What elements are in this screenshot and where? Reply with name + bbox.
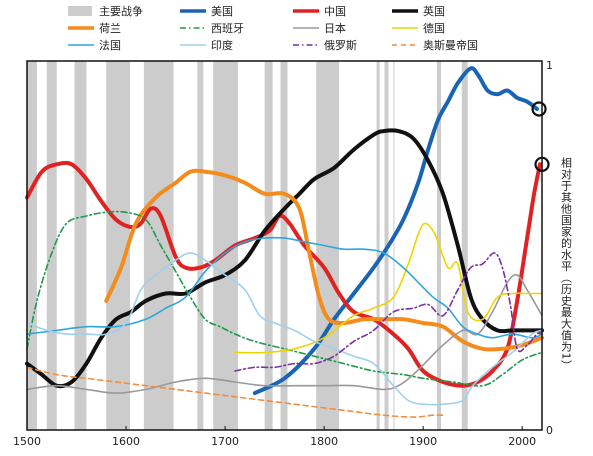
x-tick-label: 2000 <box>508 435 536 448</box>
legend-item: 德国 <box>392 21 445 35</box>
series-line-9 <box>234 252 543 372</box>
legend-item: 美国 <box>180 5 233 18</box>
war-band <box>46 61 57 430</box>
legend-label: 奥斯曼帝国 <box>423 38 478 52</box>
series-lines <box>25 66 544 418</box>
y-tick-label: 0 <box>546 424 553 437</box>
legend-label: 西班牙 <box>211 22 244 35</box>
plot-frame <box>26 60 543 431</box>
series-markers <box>531 101 550 172</box>
series-end-marker-0 <box>531 101 547 117</box>
legend-label: 主要战争 <box>99 4 143 18</box>
legend-item: 法国 <box>68 38 121 52</box>
war-band <box>143 61 174 430</box>
legend-label: 英国 <box>423 4 445 18</box>
legend-item: 中国 <box>293 5 346 18</box>
war-bands <box>27 61 468 430</box>
x-tick-label: 1600 <box>112 435 140 448</box>
legend-swatch-war <box>68 6 92 16</box>
legend-item: 西班牙 <box>180 22 244 35</box>
legend-label: 荷兰 <box>99 22 121 35</box>
series-line-3 <box>104 168 544 352</box>
series-line-10 <box>26 366 446 418</box>
war-band <box>264 61 273 430</box>
legend-item: 奥斯曼帝国 <box>392 38 478 52</box>
series-line-2 <box>25 128 544 389</box>
legend-item: 印度 <box>180 38 233 52</box>
legend-label: 俄罗斯 <box>324 39 357 52</box>
legend-label: 德国 <box>423 21 445 35</box>
x-tick-label: 1700 <box>211 435 239 448</box>
legend-label: 法国 <box>99 38 121 52</box>
war-band <box>376 61 380 430</box>
y-axis: 01 <box>546 59 553 437</box>
legend-item: 荷兰 <box>68 22 121 35</box>
war-band <box>106 61 130 430</box>
legend-label: 日本 <box>324 21 346 35</box>
series-line-6 <box>234 222 543 354</box>
legend-item: 英国 <box>392 4 445 18</box>
war-band <box>27 61 37 430</box>
legend-label: 印度 <box>211 38 233 52</box>
x-axis: 1500 1600 1700 1800 1900 2000 <box>13 426 536 448</box>
legend-item: 主要战争 <box>68 4 143 18</box>
x-tick-label: 1500 <box>13 435 41 448</box>
y-axis-label: 相对于其他国家的水平（历史最大值为1） <box>560 157 573 372</box>
war-band <box>197 61 204 430</box>
war-band <box>461 61 468 430</box>
legend-label: 美国 <box>211 5 233 18</box>
x-tick-label: 1800 <box>310 435 338 448</box>
y-tick-label: 1 <box>546 59 553 72</box>
legend-item: 俄罗斯 <box>293 39 357 52</box>
series-line-5 <box>26 273 543 394</box>
series-line-0 <box>252 66 539 396</box>
x-tick-label: 1900 <box>409 435 437 448</box>
legend-label: 中国 <box>324 5 346 18</box>
war-band <box>280 61 288 430</box>
series-line-4 <box>26 210 543 387</box>
war-band <box>74 61 87 430</box>
series-line-8 <box>26 252 543 406</box>
legend-item: 日本 <box>293 21 346 35</box>
war-band <box>393 61 395 430</box>
series-line-7 <box>26 236 543 339</box>
